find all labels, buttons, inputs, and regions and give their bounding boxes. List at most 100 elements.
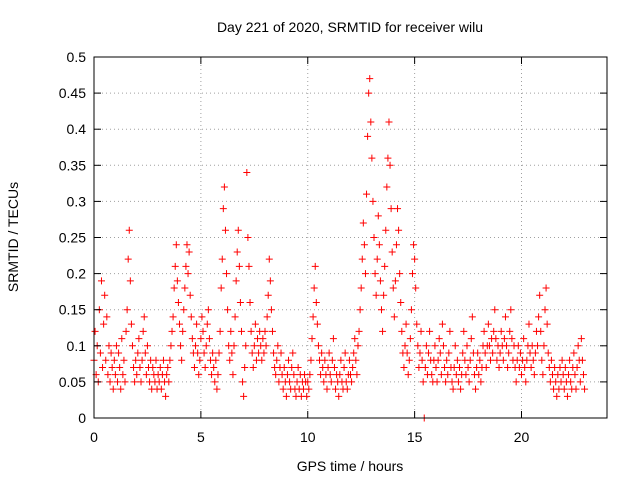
data-point xyxy=(465,378,473,386)
data-point xyxy=(183,241,191,249)
data-point xyxy=(500,335,508,343)
data-point xyxy=(381,262,389,270)
data-point xyxy=(336,371,344,379)
data-point xyxy=(358,255,366,263)
data-point xyxy=(303,392,311,400)
y-tick-label: 0.35 xyxy=(59,157,86,173)
data-point xyxy=(544,349,552,357)
data-point xyxy=(266,277,274,285)
data-point xyxy=(581,385,589,393)
data-point xyxy=(504,363,512,371)
y-tick-label: 0.5 xyxy=(67,49,87,65)
data-point xyxy=(537,327,545,335)
data-point xyxy=(444,371,452,379)
data-point xyxy=(245,262,253,270)
data-point xyxy=(522,378,530,386)
data-point xyxy=(125,226,133,234)
data-points xyxy=(90,75,589,422)
data-point xyxy=(219,205,227,213)
data-point xyxy=(165,378,173,386)
data-point xyxy=(138,356,146,364)
data-point xyxy=(210,363,218,371)
data-point xyxy=(261,327,269,335)
data-point xyxy=(491,306,499,314)
data-point xyxy=(514,342,522,350)
data-point xyxy=(419,378,427,386)
data-point xyxy=(453,356,461,364)
data-point xyxy=(119,371,127,379)
data-point xyxy=(341,349,349,357)
data-point xyxy=(325,349,333,357)
data-point xyxy=(324,363,332,371)
data-point xyxy=(454,378,462,386)
data-point xyxy=(407,306,415,314)
data-point xyxy=(231,313,239,321)
data-point xyxy=(248,349,256,357)
data-point xyxy=(367,118,375,126)
data-point xyxy=(121,378,129,386)
data-point xyxy=(466,356,474,364)
data-point xyxy=(484,320,492,328)
data-point xyxy=(380,291,388,299)
data-point xyxy=(133,371,141,379)
data-point xyxy=(188,335,196,343)
data-point xyxy=(490,327,498,335)
data-point xyxy=(196,356,204,364)
data-point xyxy=(100,320,108,328)
y-tick-labels: 0 0.05 0.1 0.15 0.2 0.25 0.3 0.35 0.4 0.45 0.5 xyxy=(59,49,86,426)
data-point xyxy=(327,378,335,386)
data-point xyxy=(400,363,408,371)
axis-ticks xyxy=(93,56,607,419)
y-tick-label: 0.05 xyxy=(59,374,86,390)
data-point xyxy=(576,378,584,386)
data-point xyxy=(433,378,441,386)
data-point xyxy=(439,342,447,350)
data-point xyxy=(307,356,315,364)
data-point xyxy=(348,378,356,386)
data-point xyxy=(457,385,465,393)
data-point xyxy=(364,132,372,140)
data-point xyxy=(441,363,449,371)
data-point xyxy=(239,378,247,386)
data-point xyxy=(221,226,229,234)
data-point xyxy=(512,378,520,386)
data-point xyxy=(122,327,130,335)
data-point xyxy=(226,356,234,364)
data-point xyxy=(179,327,187,335)
data-point xyxy=(379,327,387,335)
data-point xyxy=(370,234,378,241)
data-point xyxy=(228,349,236,357)
data-point xyxy=(172,241,180,249)
data-point xyxy=(345,356,353,364)
data-point xyxy=(111,371,119,379)
data-point xyxy=(200,349,208,357)
data-point xyxy=(505,349,513,357)
x-tick-labels: 0 5 10 15 20 xyxy=(90,429,529,445)
data-point xyxy=(213,385,221,393)
data-point xyxy=(223,270,231,278)
data-point xyxy=(392,241,400,249)
data-point xyxy=(475,371,483,379)
data-point xyxy=(162,392,170,400)
data-point xyxy=(101,291,109,299)
y-tick-label: 0.45 xyxy=(59,85,86,101)
data-point xyxy=(451,342,459,350)
data-point xyxy=(359,219,367,227)
data-point xyxy=(212,356,220,364)
data-point xyxy=(102,356,110,364)
data-point xyxy=(371,270,379,278)
data-point xyxy=(432,363,440,371)
data-point xyxy=(182,262,190,270)
data-point xyxy=(506,327,514,335)
y-tick-label: 0.15 xyxy=(59,302,86,318)
data-point xyxy=(410,241,418,249)
data-point xyxy=(246,298,254,306)
data-point xyxy=(184,270,192,278)
data-point xyxy=(387,205,395,213)
data-point xyxy=(230,342,238,350)
data-point xyxy=(578,356,586,364)
data-point xyxy=(335,392,343,400)
data-point xyxy=(232,277,240,285)
data-point xyxy=(421,363,429,371)
data-point xyxy=(408,270,416,278)
